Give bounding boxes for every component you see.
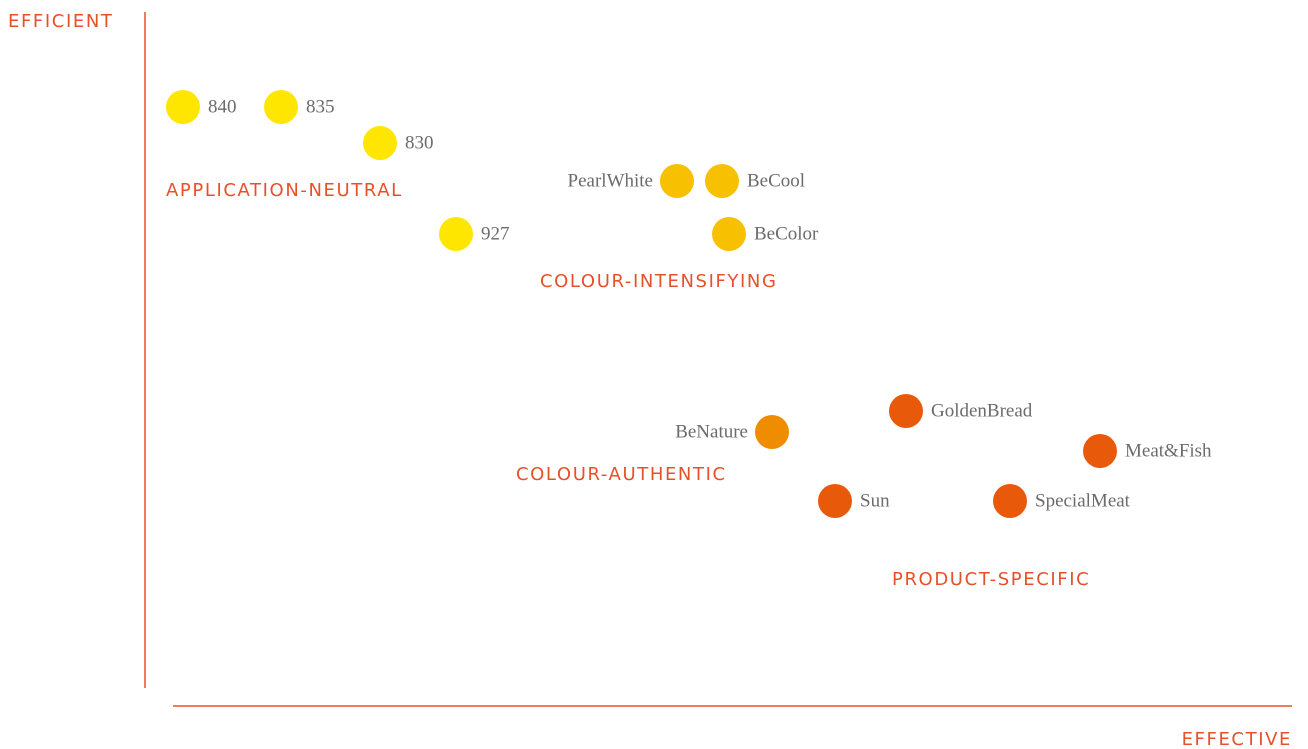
node-label: BeCool (747, 170, 805, 191)
node-label: 840 (208, 96, 237, 117)
node-dot (705, 164, 739, 198)
node-label: SpecialMeat (1035, 490, 1131, 511)
node-label: Meat&Fish (1125, 440, 1212, 461)
node-dot (439, 217, 473, 251)
group-label: APPLICATION-NEUTRAL (166, 180, 403, 201)
group-label: COLOUR-AUTHENTIC (516, 464, 727, 485)
node-dot (818, 484, 852, 518)
group-label: PRODUCT-SPECIFIC (892, 569, 1090, 590)
node-dot (166, 90, 200, 124)
node-dot (755, 415, 789, 449)
node-label: PearlWhite (568, 170, 653, 191)
y-axis-label: EFFICIENT (8, 11, 114, 32)
node-dot (712, 217, 746, 251)
node-label: 835 (306, 96, 335, 117)
node-dot (889, 394, 923, 428)
node-dot (264, 90, 298, 124)
node-dot (363, 126, 397, 160)
x-axis-label: EFFECTIVE (1182, 729, 1292, 749)
node-label: BeColor (754, 223, 819, 244)
node-label: GoldenBread (931, 400, 1033, 421)
node-dot (1083, 434, 1117, 468)
node-label: Sun (860, 490, 890, 511)
node-label: 927 (481, 223, 510, 244)
node-label: BeNature (675, 421, 748, 442)
node-dot (993, 484, 1027, 518)
node-dot (660, 164, 694, 198)
node-label: 830 (405, 132, 434, 153)
group-label: COLOUR-INTENSIFYING (540, 271, 778, 292)
